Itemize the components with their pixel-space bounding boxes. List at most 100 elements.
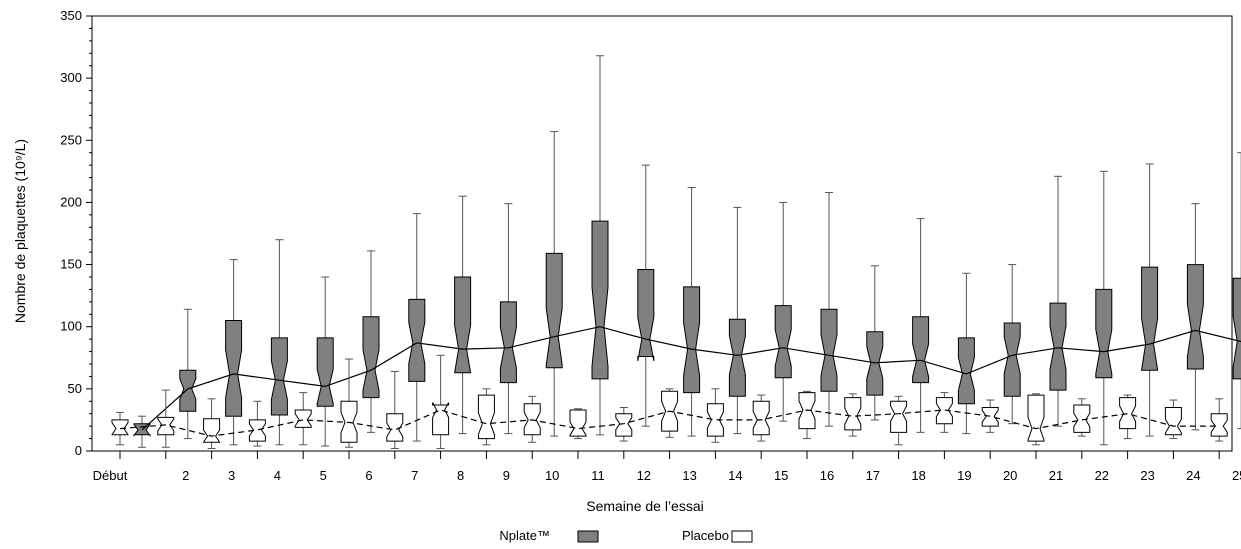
- nplate-box-group: [1186, 203, 1204, 431]
- nplate-box: [225, 320, 243, 417]
- nplate-box-group: [637, 164, 655, 427]
- nplate-box: [179, 369, 197, 412]
- nplate-box-group: [316, 276, 334, 447]
- placebo-box-group: [706, 388, 724, 443]
- x-tick-label: 9: [503, 468, 510, 483]
- nplate-box-group: [454, 195, 472, 435]
- placebo-box: [432, 402, 450, 436]
- x-tick-label: 19: [957, 468, 971, 483]
- nplate-box-group: [499, 203, 517, 435]
- placebo-box: [248, 419, 266, 442]
- x-tick-label: 24: [1186, 468, 1200, 483]
- placebo-box: [706, 403, 724, 437]
- x-tick-label: 5: [320, 468, 327, 483]
- x-tick-label: 20: [1003, 468, 1017, 483]
- nplate-box-group: [1141, 163, 1159, 437]
- nplate-box: [316, 337, 334, 407]
- placebo-box-group: [1027, 393, 1045, 446]
- placebo-box: [157, 416, 175, 436]
- nplate-box: [957, 337, 975, 405]
- x-axis: Début 2 3 4 5 6 7 8 9 10 11 12 13 14 15 16 17 18 19 20 21 22 2…: [93, 451, 1241, 483]
- placebo-box-group: [935, 392, 953, 433]
- nplate-box-group: [866, 265, 884, 421]
- nplate-box: [1186, 264, 1204, 370]
- placebo-box-group: [386, 370, 404, 450]
- x-tick-label: 14: [728, 468, 742, 483]
- nplate-box: [912, 316, 930, 384]
- placebo-box: [935, 397, 953, 425]
- legend-label-nplate: Nplate™: [499, 528, 550, 543]
- placebo-box-group: [798, 390, 816, 440]
- nplate-box: [362, 316, 380, 399]
- placebo-box-group: [569, 408, 587, 440]
- x-tick-label: 4: [274, 468, 281, 483]
- nplate-box: [637, 269, 655, 361]
- series-nplate: [133, 55, 1241, 448]
- placebo-box: [981, 407, 999, 427]
- y-tick-label: 50: [68, 381, 82, 396]
- placebo-box-group: [1073, 398, 1091, 437]
- placebo-box-group: [1119, 394, 1137, 440]
- nplate-box-group: [225, 259, 243, 446]
- nplate-box-group: [270, 239, 288, 446]
- placebo-box: [615, 413, 633, 437]
- nplate-box: [1095, 288, 1113, 379]
- placebo-box: [752, 400, 770, 436]
- y-tick-label: 250: [60, 132, 82, 147]
- x-tick-label: 23: [1140, 468, 1154, 483]
- x-tick-label: Début: [93, 468, 128, 483]
- nplate-box-group: [774, 201, 792, 422]
- nplate-box: [1003, 322, 1021, 397]
- x-tick-label: 13: [682, 468, 696, 483]
- y-axis: 0 50 100 150 200 250 300 350: [60, 8, 92, 458]
- placebo-box-group: [477, 388, 495, 446]
- nplate-box-group: [133, 415, 151, 448]
- placebo-box-group: [890, 395, 908, 446]
- y-tick-label: 350: [60, 8, 82, 23]
- y-tick-label: 150: [60, 257, 82, 272]
- x-tick-label: 25: [1232, 468, 1241, 483]
- nplate-box-group: [683, 187, 701, 437]
- placebo-box-group: [981, 399, 999, 433]
- nplate-box-group: [1003, 264, 1021, 425]
- placebo-box-group: [661, 388, 679, 438]
- x-tick-label: 6: [365, 468, 372, 483]
- legend: Nplate™ Placebo: [499, 528, 753, 543]
- nplate-box: [683, 286, 701, 394]
- placebo-box: [477, 394, 495, 440]
- nplate-box: [820, 308, 838, 392]
- nplate-box-group: [179, 308, 197, 440]
- placebo-box-group: [1210, 398, 1228, 442]
- x-tick-label: 3: [228, 468, 235, 483]
- placebo-box: [1073, 404, 1091, 433]
- nplate-box-group: [1095, 170, 1113, 446]
- placebo-box: [203, 418, 221, 443]
- series-layer: [111, 55, 1241, 450]
- placebo-box: [569, 409, 587, 437]
- x-tick-label: 18: [911, 468, 925, 483]
- x-tick-label: 15: [774, 468, 788, 483]
- x-tick-label: 21: [1049, 468, 1063, 483]
- placebo-box-group: [294, 392, 312, 446]
- placebo-box: [1210, 413, 1228, 437]
- placebo-box-group: [752, 394, 770, 442]
- y-axis-title: Nombre de plaquettes (10⁹/L): [12, 139, 28, 323]
- placebo-box-group: [432, 354, 450, 450]
- nplate-box-group: [957, 272, 975, 435]
- placebo-box: [386, 413, 404, 442]
- x-tick-label: 10: [545, 468, 559, 483]
- x-axis-title: Semaine de l’essai: [586, 498, 704, 514]
- placebo-box-group: [615, 407, 633, 442]
- placebo-box-group: [157, 389, 175, 448]
- nplate-box: [774, 305, 792, 379]
- nplate-box: [270, 337, 288, 416]
- placebo-box: [890, 400, 908, 433]
- x-tick-label: 17: [866, 468, 880, 483]
- placebo-box-group: [248, 400, 266, 447]
- nplate-box-group: [362, 250, 380, 433]
- nplate-box: [454, 276, 472, 374]
- nplate-box: [545, 252, 563, 369]
- x-tick-label: 8: [457, 468, 464, 483]
- nplate-box-group: [1232, 152, 1241, 430]
